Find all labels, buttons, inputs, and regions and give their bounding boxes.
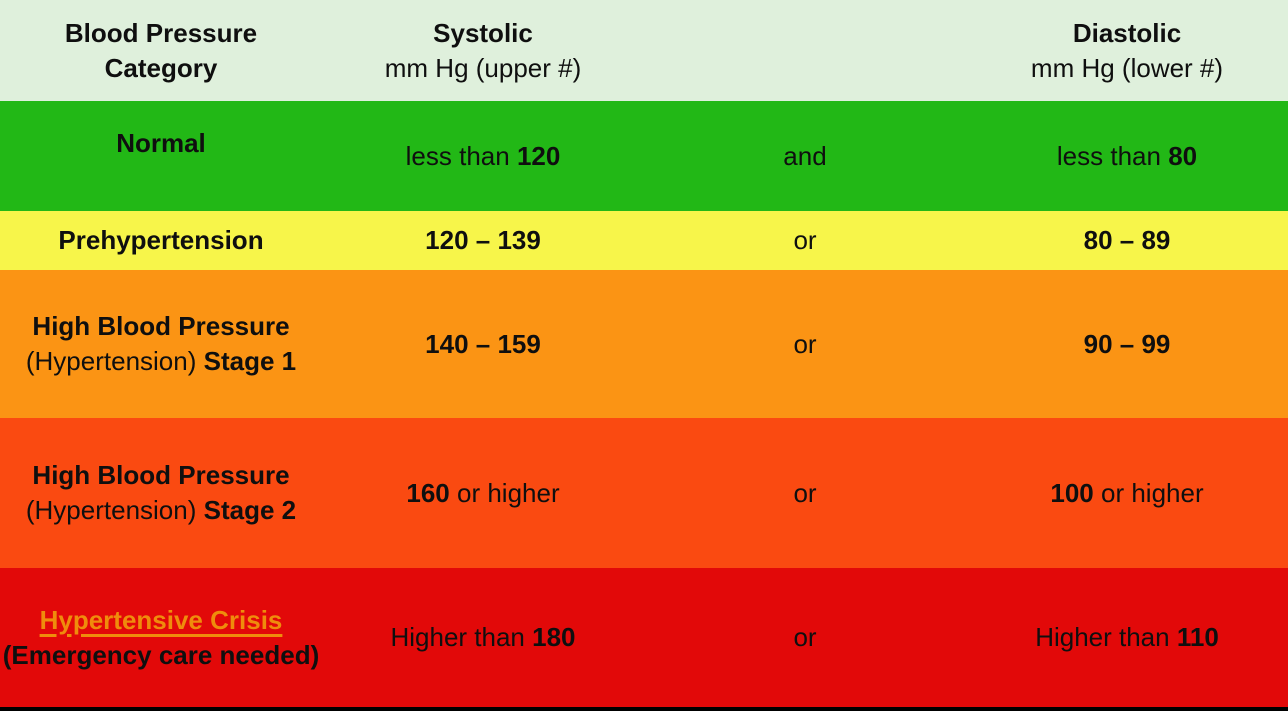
row-hypertensive-crisis: Hypertensive Crisis (Emergency care need… bbox=[0, 568, 1288, 707]
connector-label: or bbox=[793, 477, 817, 508]
header-diastolic: Diastolic mm Hg (lower #) bbox=[966, 16, 1288, 86]
header-category: Blood Pressure Category bbox=[0, 16, 322, 86]
diastolic-value: 80 – 89 bbox=[1083, 225, 1171, 255]
header-systolic-line2: mm Hg (upper #) bbox=[384, 52, 582, 83]
systolic-value: less than 120 bbox=[405, 140, 561, 171]
header-category-line1: Blood Pressure bbox=[64, 17, 258, 48]
category-label: Normal bbox=[116, 128, 206, 158]
category-cell: Prehypertension bbox=[0, 223, 322, 258]
diastolic-value: Higher than 110 bbox=[1035, 622, 1219, 652]
bottom-border-bar bbox=[0, 707, 1288, 711]
category-label: Hypertensive Crisis bbox=[39, 604, 283, 635]
category-cell: Normal bbox=[0, 101, 322, 161]
header-systolic: Systolic mm Hg (upper #) bbox=[322, 16, 644, 86]
diastolic-value: 90 – 99 bbox=[1083, 328, 1171, 359]
header-systolic-line1: Systolic bbox=[433, 17, 533, 48]
category-label: High Blood Pressure bbox=[32, 460, 290, 490]
connector-label: or bbox=[793, 622, 817, 652]
connector-label: or bbox=[793, 328, 817, 359]
row-normal: Normal less than 120 and less than 80 bbox=[0, 101, 1288, 211]
table-header-row: Blood Pressure Category Systolic mm Hg (… bbox=[0, 0, 1288, 101]
diastolic-value: less than 80 bbox=[1056, 140, 1198, 171]
row-prehypertension: Prehypertension 120 – 139 or 80 – 89 bbox=[0, 211, 1288, 270]
header-category-line2: Category bbox=[104, 52, 218, 83]
row-hypertension-stage1: High Blood Pressure (Hypertension) Stage… bbox=[0, 270, 1288, 418]
connector-label: and bbox=[783, 140, 827, 171]
category-label: High Blood Pressure bbox=[32, 311, 290, 341]
systolic-value: 160 or higher bbox=[406, 477, 560, 508]
systolic-value: 140 – 159 bbox=[425, 328, 541, 359]
row-hypertension-stage2: High Blood Pressure (Hypertension) Stage… bbox=[0, 418, 1288, 568]
category-cell: High Blood Pressure (Hypertension) Stage… bbox=[0, 458, 322, 528]
category-cell: Hypertensive Crisis (Emergency care need… bbox=[0, 603, 322, 673]
category-cell: High Blood Pressure (Hypertension) Stage… bbox=[0, 309, 322, 379]
diastolic-value: 100 or higher bbox=[1050, 477, 1204, 508]
connector-label: or bbox=[793, 225, 817, 255]
header-diastolic-line2: mm Hg (lower #) bbox=[1030, 52, 1224, 83]
category-label: Prehypertension bbox=[58, 225, 264, 255]
systolic-value: 120 – 139 bbox=[425, 225, 541, 255]
systolic-value: Higher than 180 bbox=[390, 622, 576, 652]
header-diastolic-line1: Diastolic bbox=[1072, 17, 1182, 48]
